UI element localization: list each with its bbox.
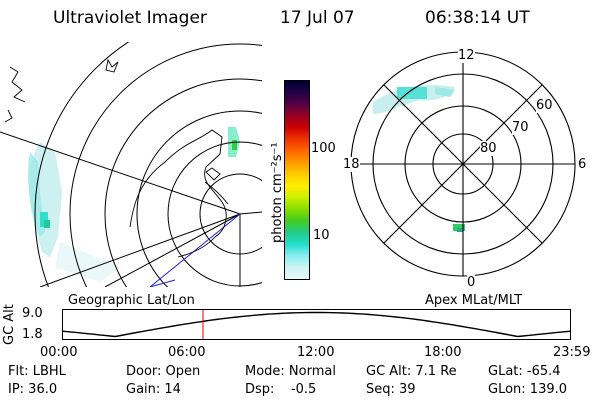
polar-panel-label: Apex MLat/MLT: [425, 293, 523, 308]
polar-mlat-mlt-panel: [350, 51, 576, 277]
mlat-label-60: 60: [536, 98, 553, 113]
image-time: 06:38:14 UT: [425, 8, 530, 28]
mlat-label-80: 80: [480, 141, 497, 156]
lon-line: [0, 131, 241, 215]
altitude-curve: [62, 311, 571, 338]
lon-line: [39, 213, 241, 287]
lat-circle: [136, 110, 262, 287]
lat-circle: [104, 78, 262, 287]
geographic-map-panel: [0, 42, 262, 287]
spacecraft-track: [149, 213, 241, 287]
mode-info: Mode: Normal: [245, 364, 336, 379]
filter-info: Flt: LBHL: [8, 364, 66, 379]
time-tick-0000: 00:00: [40, 345, 78, 360]
colorbar-units-label: photon cm⁻²s⁻¹: [270, 142, 285, 243]
lat-circle: [34, 42, 130, 287]
colorbar-tick-100: 100: [311, 141, 336, 156]
glat-info: GLat: -65.4: [488, 364, 561, 379]
instrument-title: Ultraviolet Imager: [53, 8, 207, 28]
image-date: 17 Jul 07: [280, 8, 355, 28]
door-info: Door: Open: [126, 364, 201, 379]
mlat-label-70: 70: [512, 120, 529, 135]
time-tick-0600: 06:00: [168, 345, 206, 360]
gc-alt-tick-max: 9.0: [22, 306, 43, 321]
lon-line: [239, 211, 262, 215]
time-tick-1800: 18:00: [424, 345, 462, 360]
ip-info: IP: 36.0: [8, 382, 58, 397]
colorbar: [284, 80, 310, 280]
colorbar-tick-10: 10: [313, 228, 330, 243]
gain-info: Gain: 14: [126, 382, 181, 397]
lat-circle: [69, 43, 262, 287]
seq-info: Seq: 39: [366, 382, 416, 397]
aurora-emission-geo: [28, 127, 240, 282]
lon-line: [104, 213, 241, 287]
altitude-plot: [62, 309, 571, 340]
mlt-label-0: 0: [467, 275, 476, 290]
mlt-label-6: 6: [578, 157, 587, 172]
lat-circle: [167, 141, 262, 287]
mlt-label-18: 18: [343, 157, 360, 172]
dsp-info: Dsp: -0.5: [245, 382, 317, 397]
gc-alt-info: GC Alt: 7.1 Re: [366, 364, 457, 379]
mlt-line: [383, 84, 543, 244]
geo-panel-label: Geographic Lat/Lon: [68, 293, 195, 308]
time-tick-1200: 12:00: [297, 345, 335, 360]
mlt-label-12: 12: [458, 48, 475, 63]
altitude-plot-frame: [62, 309, 571, 340]
gc-alt-axis-label: GC Alt: [2, 304, 17, 345]
time-tick-2359: 23:59: [553, 345, 591, 360]
coastlines: [4, 58, 229, 258]
glon-info: GLon: 139.0: [488, 382, 568, 397]
gc-alt-tick-min: 1.8: [22, 327, 43, 342]
